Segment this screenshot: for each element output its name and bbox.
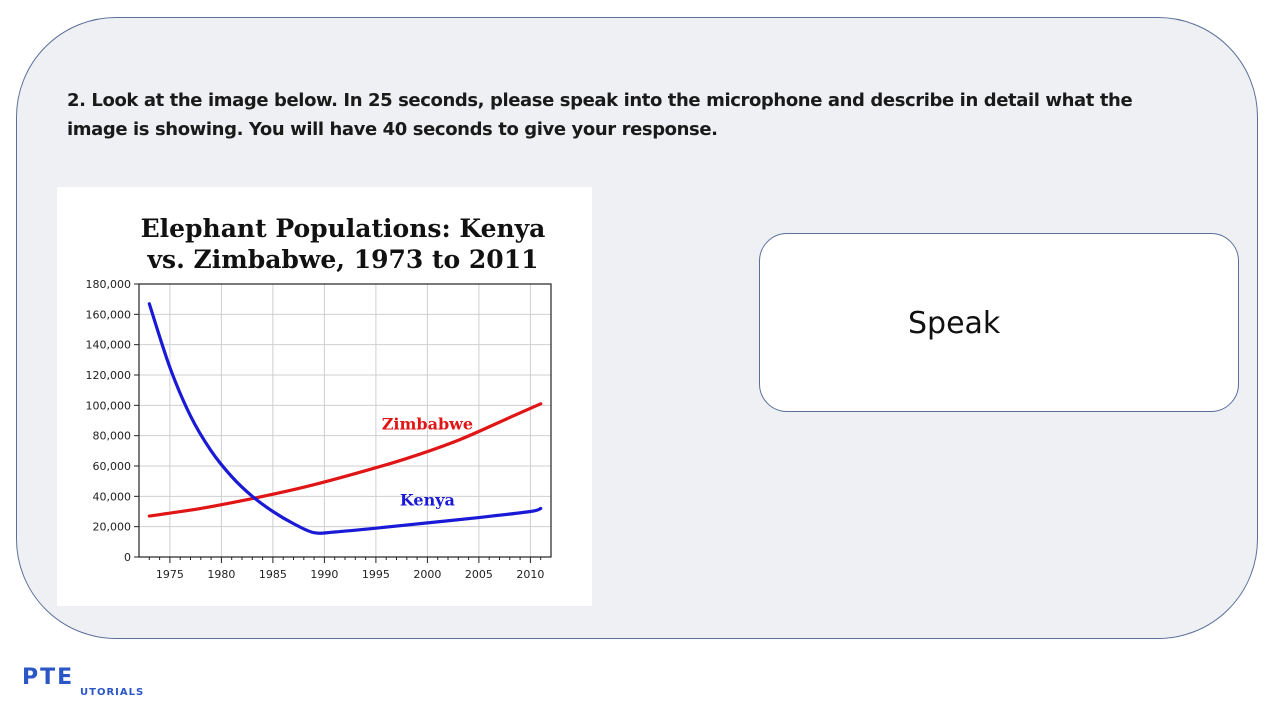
svg-text:UTORIALS: UTORIALS: [80, 687, 144, 698]
y-tick-label: 180,000: [86, 278, 132, 291]
x-tick-label: 2010: [516, 568, 544, 581]
y-tick-label: 0: [124, 551, 131, 564]
speak-button[interactable]: Speak: [759, 233, 1239, 412]
speak-label: Speak: [908, 306, 1001, 341]
x-tick-label: 1995: [362, 568, 390, 581]
series-line-kenya: [147, 302, 543, 535]
series-line-zimbabwe: [147, 402, 543, 518]
y-tick-label: 60,000: [93, 460, 132, 473]
series-label-zimbabwe: Zimbabwe: [382, 415, 473, 434]
series-label-kenya: Kenya: [400, 490, 455, 509]
x-tick-label: 1980: [207, 568, 235, 581]
y-tick-label: 40,000: [93, 490, 132, 503]
y-tick-label: 100,000: [86, 399, 132, 412]
x-tick-label: 2005: [465, 568, 493, 581]
chart-title-line-2: vs. Zimbabwe, 1973 to 2011: [147, 245, 539, 274]
y-tick-label: 160,000: [86, 308, 132, 321]
plot-area: [139, 284, 551, 557]
chart-title-line-1: Elephant Populations: Kenya: [141, 214, 546, 243]
elephant-population-chart: Elephant Populations: Kenya vs. Zimbabwe…: [86, 214, 552, 581]
x-tick-label: 1975: [156, 568, 184, 581]
logo-mark: PTE UTORIALS: [22, 665, 144, 698]
x-tick-label: 2000: [413, 568, 441, 581]
y-tick-label: 140,000: [86, 339, 132, 352]
question-text: 2. Look at the image below. In 25 second…: [67, 90, 1133, 140]
x-tick-label: 1985: [259, 568, 287, 581]
y-tick-label: 120,000: [86, 369, 132, 382]
pte-tutorials-logo: PTE UTORIALS: [22, 664, 202, 704]
chart-image: Elephant Populations: Kenya vs. Zimbabwe…: [57, 187, 592, 606]
svg-text:PTE: PTE: [22, 665, 74, 690]
x-tick-label: 1990: [310, 568, 338, 581]
y-tick-label: 20,000: [93, 521, 132, 534]
y-tick-label: 80,000: [93, 430, 132, 443]
